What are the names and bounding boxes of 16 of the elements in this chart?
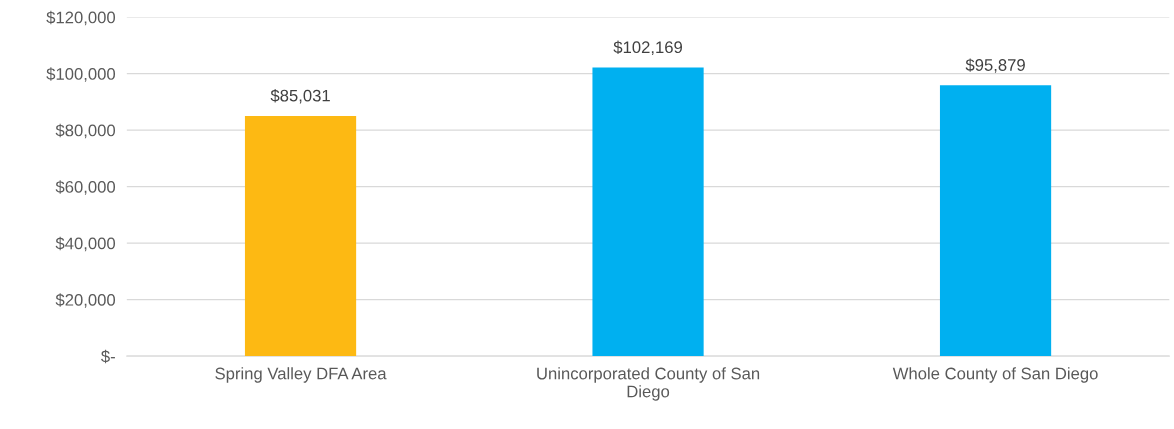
x-tick-label: Unincorporated County of San Diego [537, 367, 760, 401]
data-label: $95,879 [965, 58, 1025, 73]
bar [244, 115, 357, 357]
y-tick-label: $120,000 [46, 10, 116, 26]
x-tick-label: Whole County of San Diego [892, 367, 1098, 383]
y-tick-label: $60,000 [55, 180, 116, 195]
y-tick-label: $20,000 [55, 293, 116, 308]
y-tick-label: $40,000 [55, 236, 116, 252]
bar [592, 67, 704, 357]
data-label: $102,169 [613, 40, 683, 56]
y-tick-label: $80,000 [55, 123, 116, 139]
data-label: $85,031 [270, 89, 330, 104]
y-tick-label: $100,000 [46, 67, 116, 82]
x-tick-label: Spring Valley DFA Area [215, 367, 387, 383]
bar [939, 85, 1052, 357]
y-tick-label: $- [101, 349, 115, 364]
